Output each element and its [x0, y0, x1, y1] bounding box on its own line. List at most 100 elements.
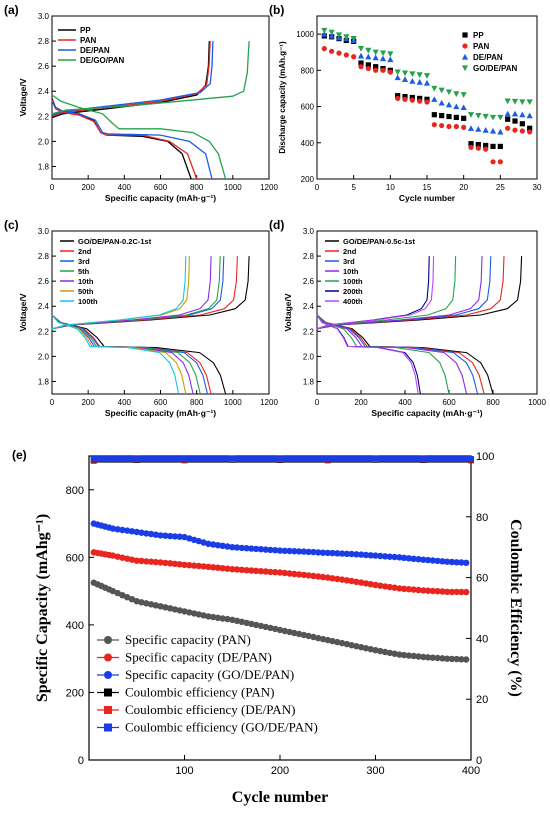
data-marker — [358, 64, 364, 70]
data-marker — [319, 549, 327, 556]
data-marker — [497, 143, 503, 149]
data-marker — [424, 587, 432, 594]
x-tick-label: 200 — [354, 398, 368, 407]
x-tick-label: 600 — [442, 398, 456, 407]
x-axis-label: Specific capacity (mAh·g⁻¹) — [105, 193, 216, 203]
data-marker — [353, 551, 360, 558]
data-marker — [300, 548, 308, 555]
data-marker — [438, 87, 445, 94]
data-marker — [410, 652, 417, 660]
x-tick-label: 100 — [175, 765, 193, 777]
data-marker — [448, 588, 456, 596]
data-marker — [358, 60, 364, 66]
data-marker — [439, 558, 446, 565]
legend-label: DE/PAN — [80, 46, 110, 55]
data-marker — [410, 586, 417, 593]
data-marker — [152, 602, 159, 609]
y-tick-label: 2.0 — [38, 352, 50, 361]
data-marker — [395, 95, 401, 102]
data-marker — [324, 549, 331, 557]
data-marker — [505, 116, 511, 122]
data-marker — [467, 125, 475, 131]
data-marker — [405, 652, 413, 659]
data-marker — [458, 656, 465, 663]
x-tick-label: 20 — [459, 183, 468, 192]
data-marker — [401, 70, 409, 77]
data-marker — [181, 561, 188, 568]
data-marker — [405, 586, 413, 593]
data-marker — [300, 571, 308, 579]
data-marker — [497, 128, 504, 135]
data-marker — [446, 123, 452, 130]
data-marker — [475, 113, 482, 119]
data-marker — [431, 122, 437, 128]
data-marker — [367, 646, 374, 653]
data-marker — [526, 99, 533, 106]
data-marker — [365, 47, 372, 54]
y-tick-label: 2.2 — [303, 327, 315, 336]
data-marker — [119, 554, 126, 561]
y-tick-label: 3.0 — [303, 227, 315, 236]
data-marker — [461, 65, 469, 72]
data-marker — [443, 558, 451, 565]
legend-label: 5th — [78, 267, 90, 276]
data-marker — [420, 587, 427, 594]
data-marker — [257, 546, 265, 553]
y-tick-label: 600 — [301, 103, 315, 112]
data-marker — [171, 560, 179, 567]
data-marker — [181, 608, 188, 615]
data-marker — [152, 558, 159, 566]
data-marker — [205, 563, 212, 570]
data-marker — [114, 526, 121, 533]
data-marker — [329, 549, 336, 557]
data-marker — [372, 581, 379, 589]
data-marker — [424, 556, 432, 564]
x-tick-label: 1000 — [224, 183, 242, 192]
data-marker — [394, 69, 401, 76]
data-marker — [109, 552, 117, 559]
data-marker — [387, 69, 393, 75]
legend-marker — [104, 706, 112, 714]
data-marker — [157, 532, 164, 539]
y-tick-label: 2.6 — [38, 62, 50, 71]
data-marker — [267, 624, 274, 632]
data-marker — [238, 566, 245, 573]
legend-label: 50th — [78, 287, 94, 296]
legend-label: 2nd — [343, 247, 357, 256]
data-marker — [133, 455, 140, 462]
data-marker — [527, 125, 533, 131]
series-line-discharge — [51, 100, 213, 180]
data-marker — [381, 583, 389, 590]
data-marker — [195, 562, 202, 570]
x-tick-label: 300 — [366, 765, 384, 777]
data-marker — [463, 656, 470, 663]
y-axis-label: Specific Capacity (mAhg⁻¹) — [34, 514, 51, 702]
data-marker — [343, 52, 349, 58]
data-marker — [90, 456, 97, 463]
data-marker — [461, 53, 469, 60]
y-tick-label: 1.8 — [38, 162, 50, 171]
legend-marker — [104, 723, 112, 732]
data-marker — [357, 52, 365, 59]
data-marker — [377, 582, 384, 589]
data-marker — [386, 583, 393, 591]
x-tick-label: 0 — [50, 183, 55, 192]
data-marker — [321, 27, 328, 34]
data-marker — [157, 559, 164, 566]
data-marker — [417, 98, 423, 104]
y-tick-label: 800 — [301, 66, 315, 75]
data-marker — [167, 560, 174, 567]
data-marker — [490, 143, 496, 149]
data-marker — [334, 575, 341, 583]
data-marker — [321, 31, 328, 37]
data-marker — [475, 141, 481, 148]
data-marker — [229, 455, 236, 462]
data-marker — [335, 32, 343, 39]
data-marker — [409, 94, 415, 101]
legend-label: DE/GO/PAN — [80, 56, 125, 65]
y-tick-label: 200 — [301, 175, 315, 184]
legend-label: 400th — [343, 297, 363, 306]
data-marker — [133, 528, 140, 536]
data-marker — [467, 112, 475, 118]
x-tick-label: 400 — [118, 183, 132, 192]
